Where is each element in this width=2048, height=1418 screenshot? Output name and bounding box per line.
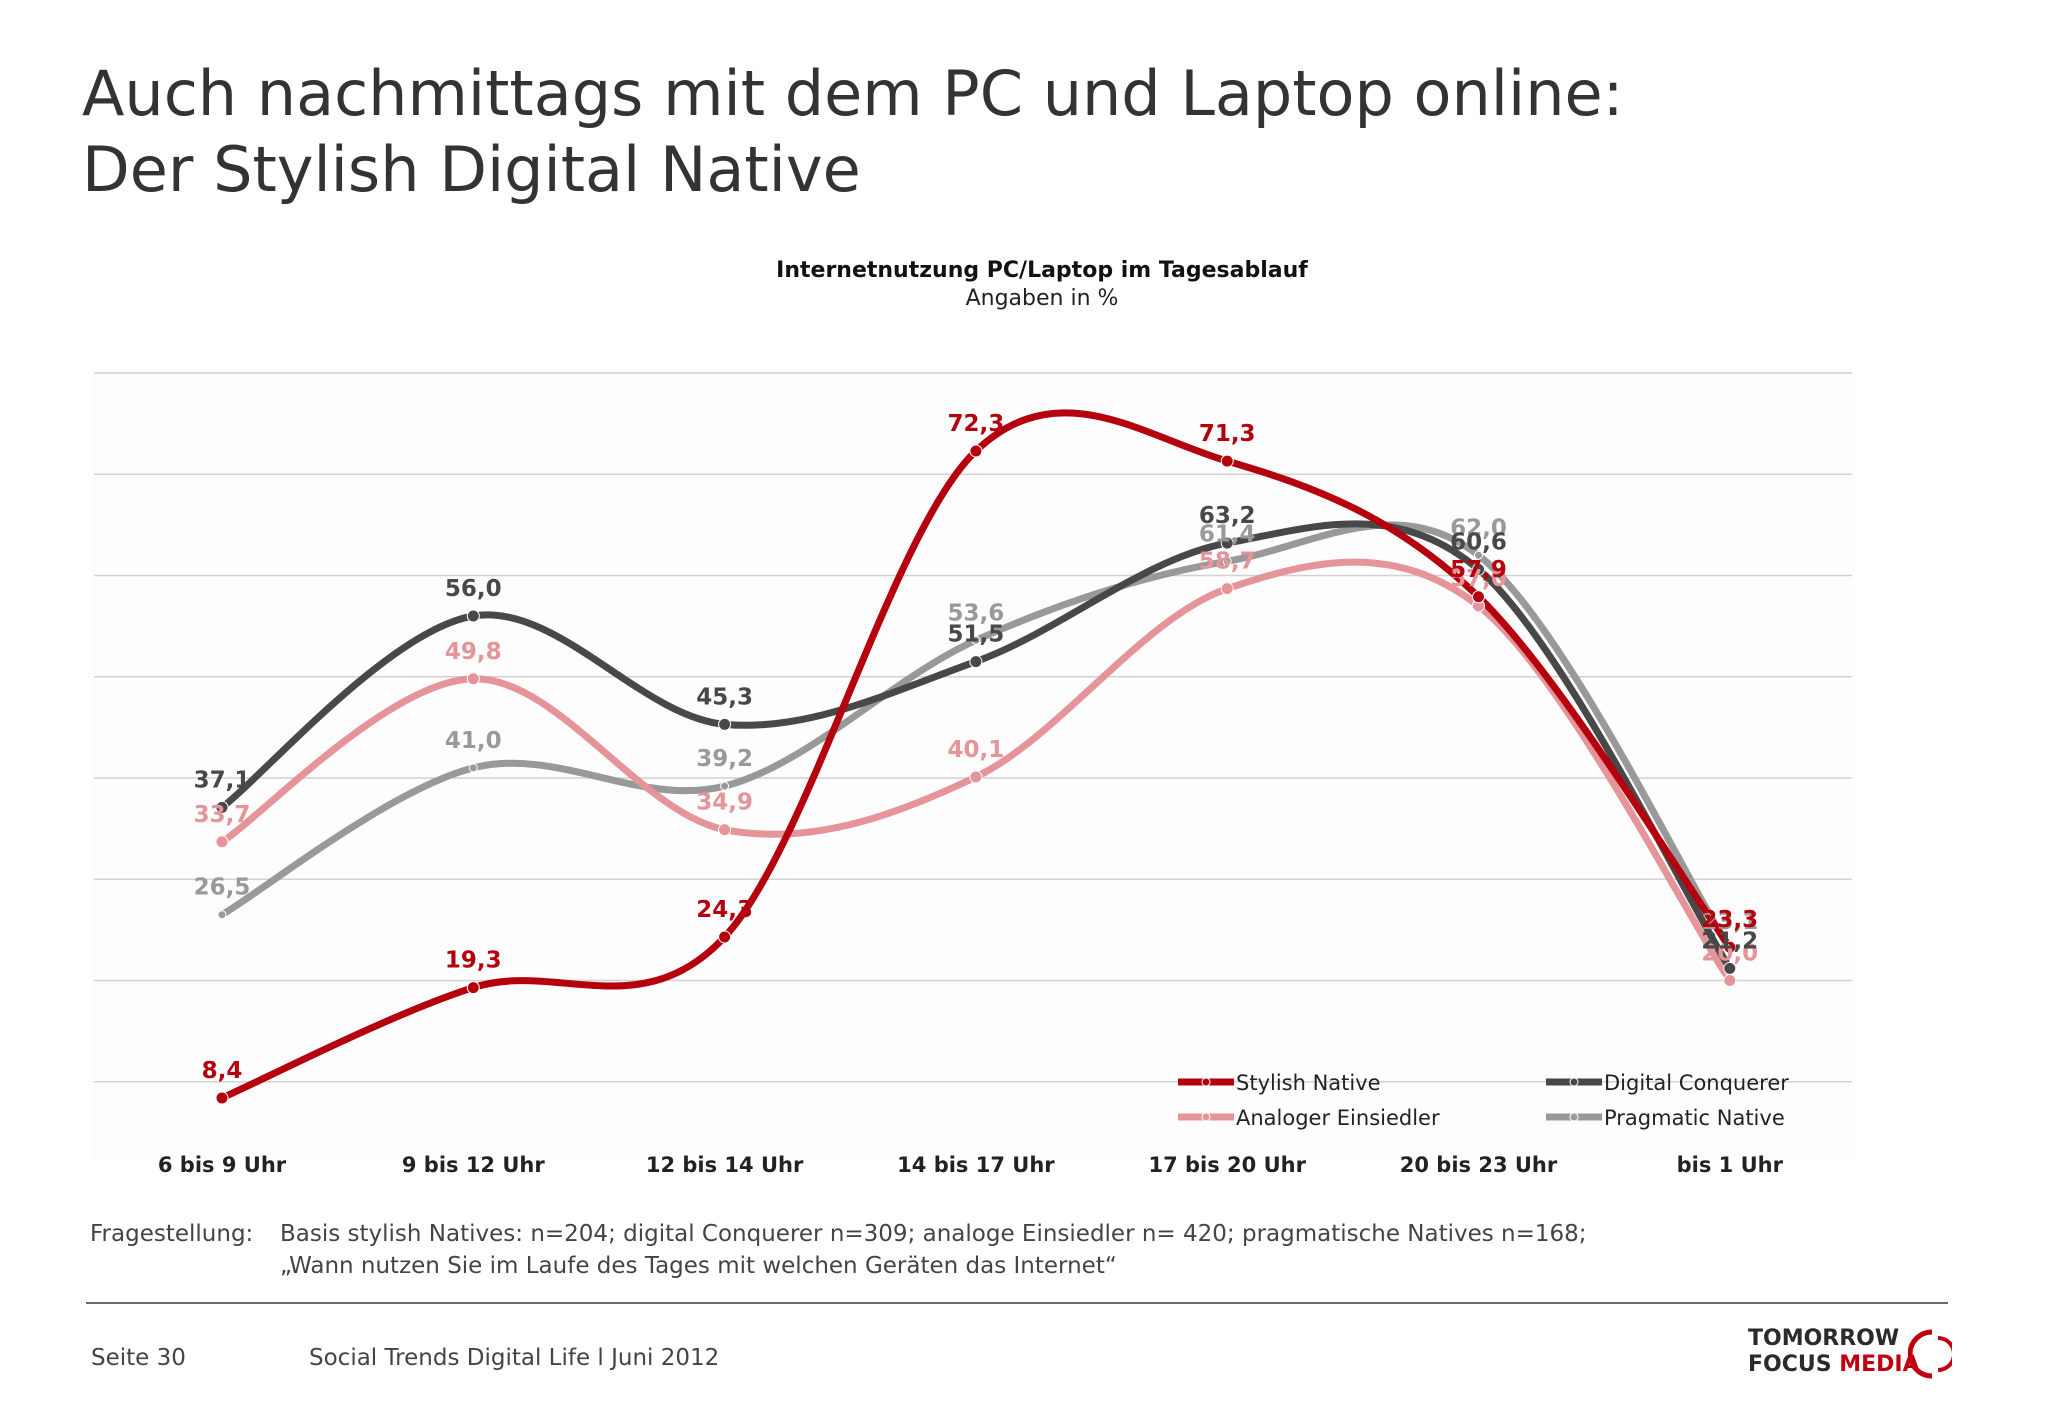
x-axis-tick-labels: 6 bis 9 Uhr 9 bis 12 Uhr 12 bis 14 Uhr 14 b… — [158, 1153, 1784, 1177]
data-point — [1220, 536, 1234, 550]
data-point — [217, 910, 227, 920]
x-tick-label: 12 bis 14 Uhr — [646, 1153, 804, 1177]
data-label: 40,1 — [948, 737, 1005, 763]
x-tick-label: 17 bis 20 Uhr — [1148, 1153, 1306, 1177]
data-point — [1472, 590, 1485, 604]
legend-marker — [1569, 1112, 1579, 1122]
line-chart: Internetnutzung PC/Laptop im Tagesablauf… — [92, 258, 1854, 1177]
publication-info: Social Trends Digital Life l Juni 2012 — [309, 1345, 720, 1371]
data-label: 51,5 — [948, 622, 1005, 648]
data-point — [720, 781, 730, 791]
data-label: 71,3 — [1199, 421, 1256, 447]
data-label: 8,4 — [202, 1058, 243, 1084]
data-label: 56,0 — [445, 576, 502, 602]
data-label: 37,1 — [194, 767, 251, 793]
data-point — [1723, 974, 1737, 987]
data-point — [466, 981, 480, 995]
slide-title: Auch nachmittags mit dem PC und Laptop o… — [82, 56, 1624, 208]
data-point — [215, 800, 229, 814]
logo-word-media: MEDIA — [1839, 1352, 1920, 1377]
logo-word-focus: FOCUS — [1748, 1352, 1840, 1377]
data-point — [718, 823, 732, 837]
data-label: 19,3 — [445, 948, 502, 974]
series-points — [215, 444, 1737, 1105]
legend-label: Stylish Native — [1236, 1071, 1381, 1095]
legend-label: Pragmatic Native — [1604, 1106, 1785, 1130]
data-point — [1723, 940, 1737, 954]
data-label: 63,2 — [1199, 503, 1256, 529]
data-label: 61,4 — [1199, 521, 1256, 547]
x-tick-label: 14 bis 17 Uhr — [897, 1153, 1055, 1177]
plot-background — [92, 372, 1854, 1159]
x-tick-label: bis 1 Uhr — [1677, 1153, 1784, 1177]
legend-marker — [1569, 1077, 1579, 1087]
data-point — [466, 609, 480, 623]
data-label: 24,3 — [696, 897, 753, 923]
tomorrow-focus-media-logo: TOMORROW FOCUS MEDIA — [1748, 1326, 1958, 1386]
footer-divider — [86, 1302, 1948, 1304]
data-label: 33,7 — [194, 802, 251, 828]
data-label: 49,8 — [445, 639, 502, 665]
data-point — [215, 835, 229, 849]
legend-label: Digital Conquerer — [1604, 1071, 1789, 1095]
grid-lines — [94, 372, 1852, 1083]
data-label: 58,7 — [1199, 549, 1256, 575]
data-label: 60,6 — [1450, 529, 1507, 555]
data-point — [969, 770, 983, 784]
legend: Stylish Native Digital Conquerer Analoger … — [1178, 1071, 1789, 1130]
data-point — [215, 1091, 229, 1105]
slide-title-line-1: Auch nachmittags mit dem PC und Laptop o… — [82, 57, 1624, 130]
data-point — [971, 635, 981, 645]
page-number: Seite 30 — [91, 1345, 186, 1371]
data-point — [1222, 556, 1232, 566]
legend-marker — [1201, 1112, 1211, 1122]
data-label: 20,0 — [1701, 941, 1758, 967]
chart-subtitle: Angaben in % — [966, 286, 1119, 311]
data-label: 21,2 — [1701, 928, 1758, 954]
x-tick-label: 20 bis 23 Uhr — [1400, 1153, 1558, 1177]
x-tick-label: 6 bis 9 Uhr — [158, 1153, 287, 1177]
footnote-line-1: Basis stylish Natives: n=204; digital Co… — [280, 1221, 1587, 1247]
logo-line-1: TOMORROW — [1748, 1326, 1900, 1351]
data-point — [466, 672, 480, 686]
data-label: 23,1 — [1701, 909, 1758, 935]
data-point — [1723, 961, 1737, 975]
data-label: 39,2 — [696, 746, 753, 772]
x-tick-label: 9 bis 12 Uhr — [402, 1153, 546, 1177]
data-point — [1472, 562, 1485, 576]
data-label: 26,5 — [194, 875, 251, 901]
slide-title-line-2: Der Stylish Digital Native — [82, 133, 861, 206]
chart-title: Internetnutzung PC/Laptop im Tagesablauf — [776, 258, 1308, 283]
logo-line-2: FOCUS MEDIA — [1748, 1352, 1920, 1377]
data-point — [718, 717, 732, 731]
data-label: 34,9 — [696, 790, 753, 816]
data-label: 57,0 — [1450, 566, 1507, 592]
data-point — [1220, 582, 1234, 596]
data-label: 45,3 — [696, 684, 753, 710]
data-point — [1220, 454, 1234, 468]
footnote-label: Fragestellung: — [90, 1221, 254, 1247]
data-point — [1474, 550, 1483, 560]
legend-label: Analoger Einsiedler — [1236, 1106, 1440, 1130]
legend-marker — [1201, 1077, 1211, 1087]
footnote-line-2: „Wann nutzen Sie im Laufe des Tages mit … — [280, 1253, 1117, 1279]
data-point — [969, 655, 983, 669]
data-point — [969, 444, 983, 458]
logo-mark-icon — [1908, 1329, 1952, 1379]
data-label: 62,0 — [1450, 515, 1507, 541]
data-point — [468, 763, 478, 773]
data-label: 53,6 — [948, 600, 1005, 626]
data-point — [718, 930, 732, 944]
data-label: 72,3 — [948, 411, 1005, 437]
data-label: 23,3 — [1701, 907, 1758, 933]
data-labels: 26,5 41,0 39,2 53,6 61,4 62,0 23,1 33,7 49,8 34,9… — [194, 411, 1759, 1084]
data-label: 57,9 — [1450, 557, 1507, 583]
data-label: 41,0 — [445, 728, 502, 754]
